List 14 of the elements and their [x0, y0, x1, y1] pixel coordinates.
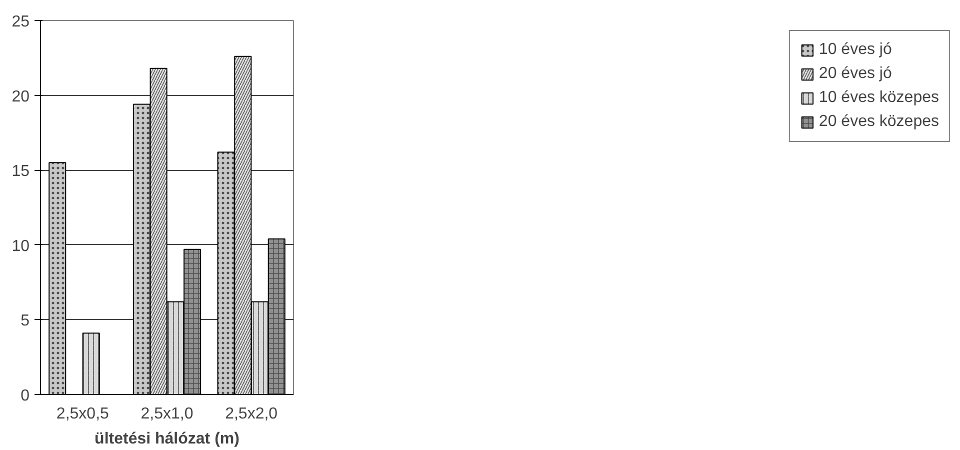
x-tick-label: 2,5x1,0: [140, 406, 194, 422]
legend-label: 10 éves jó: [818, 41, 892, 59]
x-tick-label: 2,5x2,0: [225, 406, 278, 422]
y-tick-label: 25: [12, 14, 30, 30]
y-tick-label: 5: [20, 312, 30, 330]
y-tick-label: 10: [12, 238, 30, 255]
x-axis-title: ültetési hálózat (m): [94, 430, 240, 448]
y-tick-label: 20: [12, 88, 30, 106]
legend-label: 20 éves jó: [818, 65, 892, 83]
x-tick-label: 2,5x0,5: [56, 406, 110, 422]
legend-label: 20 éves közepes: [818, 113, 939, 131]
y-tick-label: 15: [12, 163, 30, 180]
legend-label: 10 éves közepes: [818, 89, 939, 107]
y-tick-label: 0: [20, 388, 30, 404]
